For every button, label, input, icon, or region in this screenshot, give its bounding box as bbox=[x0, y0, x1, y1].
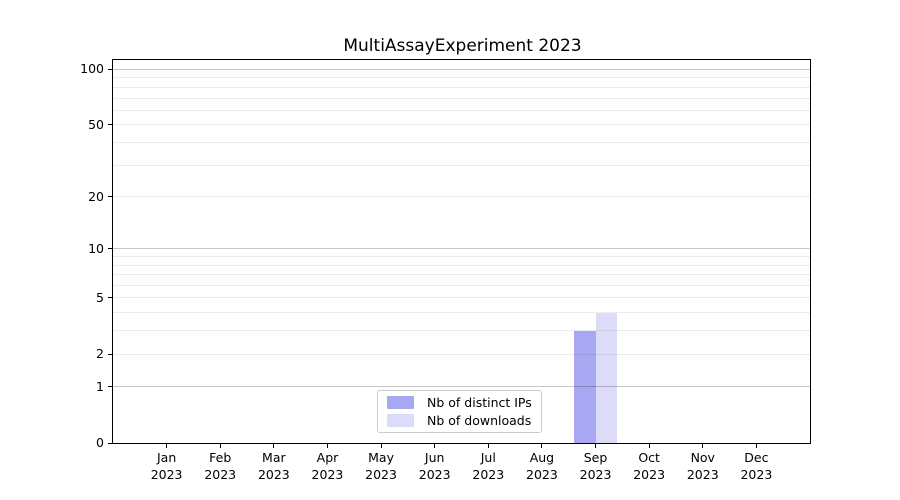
x-tick-month: Jul bbox=[480, 450, 496, 465]
y-tick-label: 20 bbox=[88, 188, 104, 204]
y-tick-mark bbox=[108, 353, 112, 355]
legend-swatch-downloads bbox=[387, 414, 414, 427]
x-tick-label: Mar 2023 bbox=[242, 450, 306, 483]
x-tick-year: 2023 bbox=[686, 466, 719, 482]
x-tick-month: Mar bbox=[262, 450, 286, 465]
x-tick-year: 2023 bbox=[633, 466, 666, 482]
x-tick-label: May 2023 bbox=[349, 450, 413, 483]
x-tick-label: Apr 2023 bbox=[295, 450, 359, 483]
x-tick-mark bbox=[648, 444, 650, 448]
y-tick-label: 0 bbox=[96, 435, 104, 450]
legend-swatch-distinct-ips bbox=[387, 396, 414, 409]
x-tick-month: Feb bbox=[209, 450, 232, 465]
y-tick-mark bbox=[108, 68, 112, 70]
x-tick-month: Jun bbox=[424, 450, 445, 465]
x-tick-mark bbox=[219, 444, 221, 448]
y-tick-mark bbox=[108, 297, 112, 299]
x-tick-mark bbox=[487, 444, 489, 448]
plot-area: Nb of distinct IPs Nb of downloads bbox=[112, 59, 811, 444]
x-tick-month: Jan bbox=[156, 450, 177, 465]
x-tick-year: 2023 bbox=[472, 466, 505, 482]
legend-item-downloads: Nb of downloads bbox=[378, 414, 541, 427]
x-tick-month: Apr bbox=[316, 450, 339, 465]
y-tick-label: 100 bbox=[80, 61, 104, 77]
x-tick-month: May bbox=[368, 450, 394, 465]
y-tick-label: 1 bbox=[96, 378, 104, 394]
x-tick-month: Dec bbox=[744, 450, 769, 465]
x-tick-mark bbox=[541, 444, 543, 448]
legend: Nb of distinct IPs Nb of downloads bbox=[377, 390, 542, 433]
x-tick-year: 2023 bbox=[204, 466, 237, 482]
x-tick-year: 2023 bbox=[365, 466, 397, 482]
x-tick-label: Feb 2023 bbox=[188, 450, 252, 483]
x-tick-label: Jun 2023 bbox=[403, 450, 467, 483]
bar-distinct-ips bbox=[573, 330, 596, 443]
x-tick-label: Oct 2023 bbox=[617, 450, 681, 483]
x-tick-year: 2023 bbox=[526, 466, 558, 482]
legend-item-distinct-ips: Nb of distinct IPs bbox=[378, 396, 541, 409]
bar-downloads bbox=[595, 312, 618, 443]
x-tick-year: 2023 bbox=[257, 466, 290, 482]
y-tick-label: 10 bbox=[88, 240, 104, 256]
x-tick-label: Sep 2023 bbox=[564, 450, 628, 483]
chart-title: MultiAssayExperiment 2023 bbox=[343, 36, 582, 56]
x-tick-year: 2023 bbox=[311, 466, 344, 482]
y-tick-label: 5 bbox=[96, 289, 104, 305]
legend-label-downloads: Nb of downloads bbox=[427, 413, 532, 428]
x-tick-month: Oct bbox=[638, 450, 660, 465]
x-tick-mark bbox=[702, 444, 704, 448]
x-tick-month: Aug bbox=[529, 450, 555, 465]
x-tick-year: 2023 bbox=[740, 466, 773, 482]
x-tick-mark bbox=[326, 444, 328, 448]
y-tick-mark bbox=[108, 442, 112, 444]
x-tick-year: 2023 bbox=[579, 466, 612, 482]
x-tick-year: 2023 bbox=[150, 466, 183, 482]
y-tick-label: 2 bbox=[96, 346, 104, 362]
y-tick-mark bbox=[108, 124, 112, 126]
x-tick-mark bbox=[755, 444, 757, 448]
x-tick-mark bbox=[273, 444, 275, 448]
x-tick-label: Dec 2023 bbox=[724, 450, 788, 483]
x-tick-label: Jan 2023 bbox=[135, 450, 199, 483]
y-tick-mark bbox=[108, 386, 112, 388]
x-tick-label: Nov 2023 bbox=[671, 450, 735, 483]
x-tick-mark bbox=[595, 444, 597, 448]
x-tick-mark bbox=[380, 444, 382, 448]
y-tick-mark bbox=[108, 248, 112, 250]
x-tick-mark bbox=[434, 444, 436, 448]
y-tick-mark bbox=[108, 196, 112, 198]
x-tick-month: Sep bbox=[583, 450, 608, 465]
x-tick-label: Jul 2023 bbox=[456, 450, 520, 483]
y-tick-label: 50 bbox=[88, 116, 104, 132]
x-tick-month: Nov bbox=[690, 450, 715, 465]
x-tick-label: Aug 2023 bbox=[510, 450, 574, 483]
x-tick-mark bbox=[166, 444, 168, 448]
legend-label-distinct-ips: Nb of distinct IPs bbox=[427, 395, 532, 410]
x-tick-year: 2023 bbox=[418, 466, 451, 482]
bars-layer bbox=[113, 60, 810, 443]
